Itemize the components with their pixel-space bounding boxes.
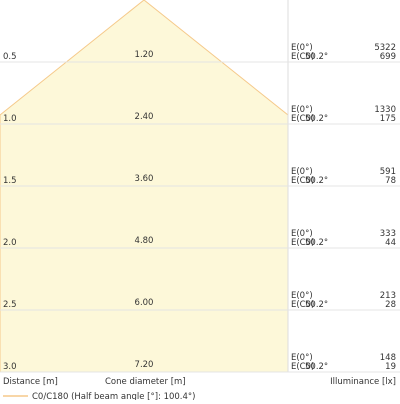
distance: 1.5 xyxy=(3,176,17,186)
cone-diameter: 2.40 xyxy=(135,112,154,122)
ec0-value: 78 xyxy=(385,176,396,186)
distance: 1.0 xyxy=(3,114,17,124)
distance-label: Distance [m] xyxy=(3,377,58,387)
cone-diameter: 7.20 xyxy=(135,360,154,370)
e0-value: 1330 xyxy=(374,105,396,115)
ec0-label: E(C0) xyxy=(291,300,314,310)
half-angle: 50.2° xyxy=(305,238,328,248)
e0-label: E(0°) xyxy=(291,43,313,53)
ec0-value: 19 xyxy=(385,362,396,372)
cone-diameter: 3.60 xyxy=(135,174,154,184)
ec0-value: 44 xyxy=(385,238,396,248)
e0-value: 591 xyxy=(380,167,396,177)
half-angle: 50.2° xyxy=(305,114,328,124)
e0-value: 148 xyxy=(380,353,396,363)
distance: 2.5 xyxy=(3,300,17,310)
e0-label: E(0°) xyxy=(291,353,313,363)
ec0-label: E(C0) xyxy=(291,52,314,62)
half-angle: 50.2° xyxy=(305,300,328,310)
ec0-label: E(C0) xyxy=(291,114,314,124)
half-angle: 50.2° xyxy=(305,52,328,62)
cone-diameter: 1.20 xyxy=(135,50,154,60)
distance: 3.0 xyxy=(3,362,17,372)
e0-value: 5322 xyxy=(374,43,396,53)
e0-label: E(0°) xyxy=(291,167,313,177)
e0-label: E(0°) xyxy=(291,229,313,239)
e0-label: E(0°) xyxy=(291,291,313,301)
ec0-value: 699 xyxy=(380,52,396,62)
cone-diameter: 4.80 xyxy=(135,236,154,246)
legend-label: C0/C180 (Half beam angle [°]: 100.4°) xyxy=(32,392,196,400)
diameter-label: Cone diameter [m] xyxy=(105,377,186,387)
e0-value: 333 xyxy=(380,229,396,239)
half-angle: 50.2° xyxy=(305,176,328,186)
cone-diameter: 6.00 xyxy=(135,298,154,308)
illuminance-label: Illuminance [lx] xyxy=(330,377,396,387)
e0-label: E(0°) xyxy=(291,105,313,115)
ec0-label: E(C0) xyxy=(291,362,314,372)
half-angle: 50.2° xyxy=(305,362,328,372)
distance: 2.0 xyxy=(3,238,17,248)
ec0-value: 175 xyxy=(380,114,396,124)
ec0-label: E(C0) xyxy=(291,176,314,186)
e0-value: 213 xyxy=(380,291,396,301)
ec0-label: E(C0) xyxy=(291,238,314,248)
ec0-value: 28 xyxy=(385,300,396,310)
distance: 0.5 xyxy=(3,52,17,62)
